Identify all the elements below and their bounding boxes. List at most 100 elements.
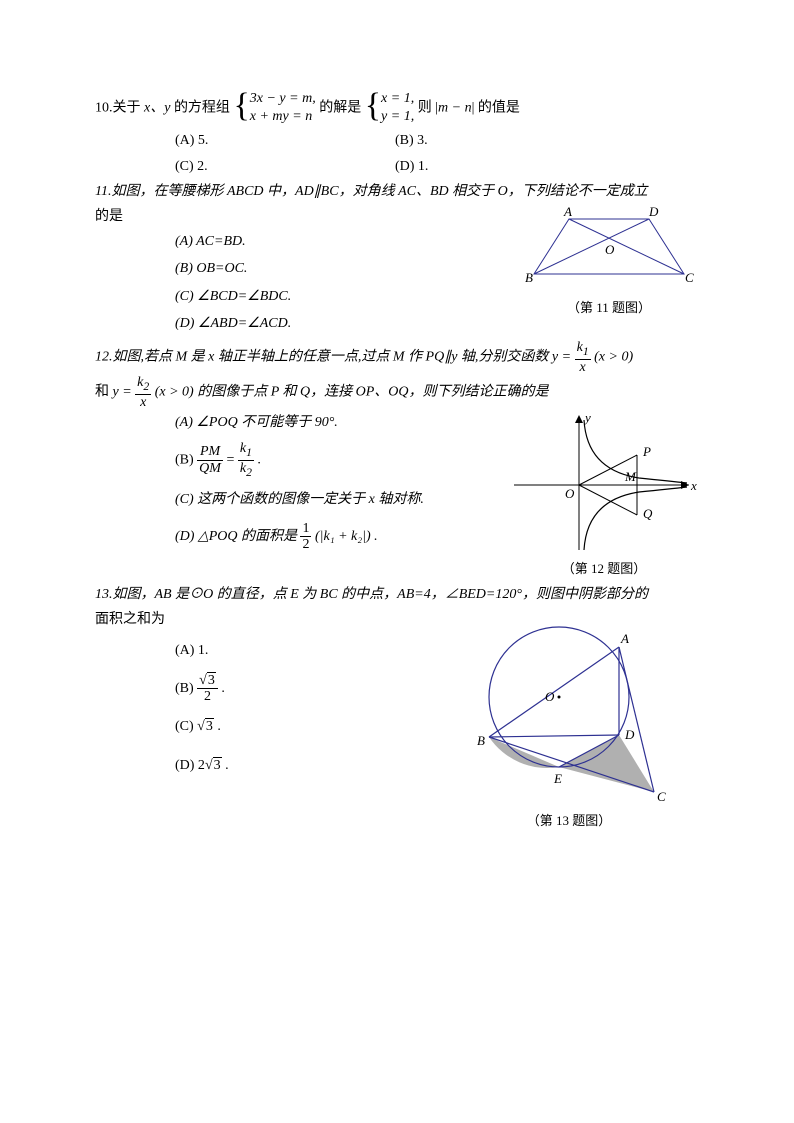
- q10-sys2b: y = 1,: [381, 109, 414, 124]
- q12-pm: PM: [197, 444, 223, 460]
- c-e: E: [553, 771, 562, 786]
- q11-caption: （第 11 题图）: [519, 296, 699, 319]
- q12-k2s: 2: [143, 380, 149, 393]
- q13-bd: 2: [197, 689, 218, 704]
- label-d: D: [648, 204, 659, 219]
- q12-stem-line2: 和 y = k2x (x > 0) 的图像于点 P 和 Q，连接 OP、OQ，则…: [95, 375, 699, 410]
- question-13: 13.如图，AB 是⊙O 的直径，点 E 为 BC 的中点，AB=4，∠BED=…: [95, 582, 699, 833]
- q13-da: (D) 2: [175, 758, 205, 773]
- q10-stem-d: 则 |: [418, 100, 438, 115]
- q10-opt-c: (C) 2.: [175, 154, 395, 179]
- q12-bk1s: 1: [246, 446, 252, 459]
- q12-x1: x: [575, 360, 591, 375]
- lbl-x: x: [690, 478, 697, 493]
- q12-stem-a: 12.如图,若点 M 是 x 轴正半轴上的任意一点,过点 M 作 PQ∥y 轴,…: [95, 350, 552, 365]
- q13-stem2: 面积之和为: [95, 607, 459, 632]
- q12-opt-c: (C) 这两个函数的图像一定关于 x 轴对称.: [175, 487, 509, 512]
- q10-abs: m − n: [438, 100, 472, 115]
- q12-stem-line1: 12.如图,若点 M 是 x 轴正半轴上的任意一点,过点 M 作 PQ∥y 轴,…: [95, 340, 699, 375]
- q13-caption: （第 13 题图）: [459, 809, 679, 832]
- q13-opt-b: (B) √32 .: [175, 671, 459, 707]
- question-11: 11.如图，在等腰梯形 ABCD 中，AD∥BC，对角线 AC、BD 相交于 O…: [95, 179, 699, 338]
- q12-caption: （第 12 题图）: [509, 557, 699, 580]
- q10-sys1b: x + my = n: [250, 109, 312, 124]
- q12-yeq1: y =: [552, 350, 571, 365]
- q13-ce: .: [214, 719, 221, 734]
- q13-dv: 3: [213, 757, 222, 773]
- q12-stem2b: (x > 0) 的图像于点 P 和 Q，连接 OP、OQ，则下列结论正确的是: [155, 385, 549, 400]
- q12-d2: 2: [300, 537, 311, 552]
- q11-figure: A D B C O （第 11 题图）: [519, 204, 699, 338]
- q10-options: (A) 5.(B) 3. (C) 2.(D) 1.: [175, 128, 699, 178]
- q12-d1: 1: [300, 521, 311, 537]
- q10-stem-b: 的方程组: [170, 100, 230, 115]
- q12-da: (D) △POQ 的面积是: [175, 529, 300, 544]
- c-b: B: [477, 733, 485, 748]
- lbl-o: O: [565, 486, 575, 501]
- q13-options: (A) 1. (B) √32 . (C) √3 . (D) 2√3 .: [175, 633, 459, 785]
- q12-qm: QM: [197, 461, 223, 476]
- q13-de: .: [222, 758, 229, 773]
- q12-opt-a: (A) ∠POQ 不可能等于 90°.: [175, 410, 509, 435]
- q11-options: (A) AC=BD. (B) OB=OC. (C) ∠BCD=∠BDC. (D)…: [175, 229, 519, 336]
- q13-be: .: [221, 681, 225, 696]
- q11-opt-b: (B) OB=OC.: [175, 256, 519, 281]
- label-o: O: [605, 242, 615, 257]
- q12-k1s: 1: [583, 345, 589, 358]
- q10-opt-d: (D) 1.: [395, 154, 615, 179]
- q10-xy: x、y: [144, 100, 170, 115]
- q11-opt-c: (C) ∠BCD=∠BDC.: [175, 284, 519, 309]
- q12-bk2s: 2: [246, 466, 252, 479]
- q10-opt-a: (A) 5.: [175, 128, 395, 153]
- label-a: A: [563, 204, 572, 219]
- q11-stem2: 的是: [95, 204, 519, 229]
- lbl-y: y: [583, 410, 591, 425]
- label-c: C: [685, 270, 694, 285]
- c-d: D: [624, 727, 635, 742]
- lbl-q: Q: [643, 506, 653, 521]
- c-o: O: [545, 689, 555, 704]
- trapezoid-diagram: A D B C O: [519, 204, 699, 294]
- q12-stem2a: 和: [95, 385, 113, 400]
- question-10: 10.关于 x、y 的方程组 {3x − y = m,x + my = n 的解…: [95, 90, 699, 126]
- q10-system-1: {3x − y = m,x + my = n: [233, 90, 315, 126]
- q13-opt-a: (A) 1.: [175, 633, 459, 669]
- q11-opt-a: (A) AC=BD.: [175, 229, 519, 254]
- c-a: A: [620, 631, 629, 646]
- q10-stem-e: | 的值是: [472, 100, 520, 115]
- q12-dparen: (|k₁ + k₂|) .: [315, 529, 378, 544]
- q10-opt-b: (B) 3.: [395, 128, 615, 153]
- q12-yeq2: y =: [113, 385, 132, 400]
- label-b: B: [525, 270, 533, 285]
- q12-opt-d: (D) △POQ 的面积是 12 (|k₁ + k₂|) .: [175, 521, 509, 553]
- hyperbola-diagram: O x y P Q M: [509, 410, 699, 555]
- q12-bend: .: [257, 452, 261, 467]
- q10-sys2a: x = 1,: [381, 91, 414, 106]
- q13-ca: (C): [175, 719, 197, 734]
- q13-cv: 3: [205, 718, 214, 734]
- q10-stem-a: 10.关于: [95, 100, 144, 115]
- q12-stem-b: (x > 0): [594, 350, 633, 365]
- q12-beq: =: [226, 452, 237, 467]
- q13-figure: A B C D E O （第 13 题图）: [459, 607, 699, 832]
- circle-diagram: A B C D E O: [459, 607, 679, 807]
- q13-stem: 13.如图，AB 是⊙O 的直径，点 E 为 BC 的中点，AB=4，∠BED=…: [95, 582, 699, 607]
- q13-bn: 3: [207, 672, 216, 688]
- q10-system-2: {x = 1,y = 1,: [365, 90, 415, 126]
- q13-opt-d: (D) 2√3 .: [175, 748, 459, 784]
- q12-x2: x: [135, 395, 151, 410]
- lbl-p: P: [642, 444, 651, 459]
- lbl-m: M: [624, 469, 637, 484]
- q10-sys1a: 3x − y = m,: [250, 91, 316, 106]
- q13-ba: (B): [175, 681, 197, 696]
- q12-figure: O x y P Q M （第 12 题图）: [509, 410, 699, 580]
- q11-stem1: 11.如图，在等腰梯形 ABCD 中，AD∥BC，对角线 AC、BD 相交于 O…: [95, 184, 648, 199]
- c-c: C: [657, 789, 666, 804]
- q12-options: (A) ∠POQ 不可能等于 90°. (B) PMQM = k1k2 . (C…: [175, 410, 509, 552]
- q12-b-a: (B): [175, 452, 197, 467]
- q10-stem-c: 的解是: [319, 100, 361, 115]
- q11-stem: 11.如图，在等腰梯形 ABCD 中，AD∥BC，对角线 AC、BD 相交于 O…: [95, 179, 699, 204]
- q11-opt-d: (D) ∠ABD=∠ACD.: [175, 311, 519, 336]
- q13-opt-c: (C) √3 .: [175, 709, 459, 745]
- question-12: 12.如图,若点 M 是 x 轴正半轴上的任意一点,过点 M 作 PQ∥y 轴,…: [95, 340, 699, 580]
